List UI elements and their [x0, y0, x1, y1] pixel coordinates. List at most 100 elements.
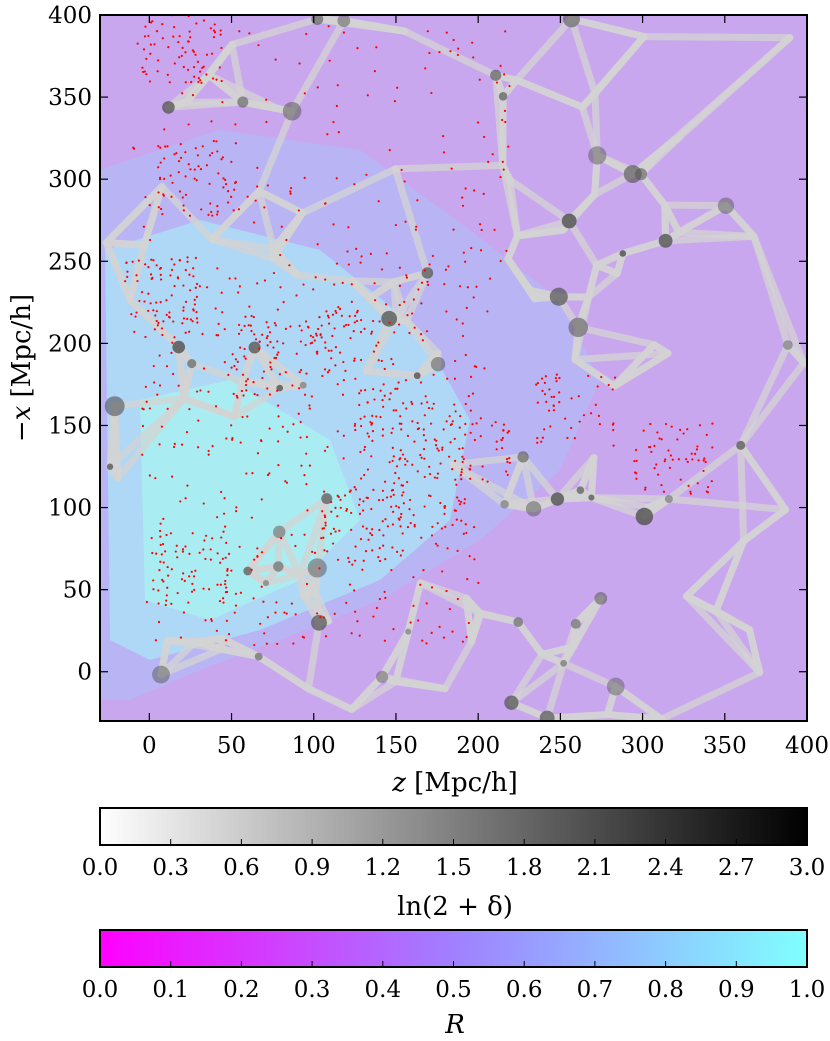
- galaxy-point: [428, 263, 430, 265]
- galaxy-point: [414, 524, 416, 526]
- galaxy-point: [135, 274, 137, 276]
- galaxy-point: [256, 282, 258, 284]
- galaxy-point: [680, 479, 682, 481]
- galaxy-point: [663, 491, 665, 493]
- colorbar-tick-label: 0.0: [82, 855, 119, 881]
- galaxy-point: [217, 211, 219, 213]
- galaxy-point: [393, 494, 395, 496]
- galaxy-point: [333, 283, 335, 285]
- galaxy-point: [201, 333, 203, 335]
- galaxy-point: [248, 324, 250, 326]
- galaxy-point: [186, 256, 188, 258]
- galaxy-point: [344, 494, 346, 496]
- galaxy-point: [182, 306, 184, 308]
- galaxy-point: [537, 401, 539, 403]
- galaxy-point: [412, 605, 414, 607]
- galaxy-point: [170, 603, 172, 605]
- galaxy-point: [184, 545, 186, 547]
- galaxy-point: [348, 263, 350, 265]
- galaxy-point: [298, 413, 300, 415]
- galaxy-point: [422, 569, 424, 571]
- x-tick-label: 50: [217, 733, 246, 759]
- galaxy-point: [459, 503, 461, 505]
- galaxy-point: [394, 472, 396, 474]
- galaxy-point: [256, 185, 258, 187]
- galaxy-point: [195, 257, 197, 259]
- galaxy-point: [377, 341, 379, 343]
- galaxy-point: [238, 208, 240, 210]
- density-node: [540, 711, 555, 726]
- galaxy-point: [250, 325, 252, 327]
- galaxy-point: [251, 569, 253, 571]
- x-tick-label: 300: [621, 733, 665, 759]
- galaxy-point: [676, 438, 678, 440]
- galaxy-point: [193, 76, 195, 78]
- galaxy-point: [201, 67, 203, 69]
- colorbar-tick-label: 0.8: [647, 977, 684, 1003]
- galaxy-point: [417, 619, 419, 621]
- galaxy-point: [196, 296, 198, 298]
- density-node: [607, 678, 625, 696]
- galaxy-point: [411, 464, 413, 466]
- galaxy-point: [224, 328, 226, 330]
- galaxy-point: [365, 174, 367, 176]
- galaxy-point: [430, 423, 432, 425]
- galaxy-point: [464, 261, 466, 263]
- galaxy-point: [439, 502, 441, 504]
- galaxy-point: [324, 450, 326, 452]
- galaxy-point: [360, 418, 362, 420]
- galaxy-point: [390, 432, 392, 434]
- galaxy-point: [245, 358, 247, 360]
- galaxy-point: [210, 548, 212, 550]
- galaxy-point: [544, 382, 546, 384]
- galaxy-point: [502, 429, 504, 431]
- galaxy-point: [364, 446, 366, 448]
- galaxy-point: [587, 375, 589, 377]
- galaxy-point: [465, 187, 467, 189]
- galaxy-point: [427, 284, 429, 286]
- galaxy-point: [423, 434, 425, 436]
- galaxy-point: [356, 47, 358, 49]
- galaxy-point: [279, 373, 281, 375]
- galaxy-point: [426, 401, 428, 403]
- galaxy-point: [157, 191, 159, 193]
- galaxy-point: [250, 315, 252, 317]
- galaxy-point: [460, 501, 462, 503]
- galaxy-point: [292, 423, 294, 425]
- galaxy-point: [188, 123, 190, 125]
- galaxy-point: [649, 423, 651, 425]
- galaxy-point: [365, 550, 367, 552]
- density-node: [783, 340, 793, 350]
- galaxy-point: [437, 545, 439, 547]
- galaxy-point: [225, 591, 227, 593]
- galaxy-point: [184, 51, 186, 53]
- galaxy-point: [431, 632, 433, 634]
- galaxy-point: [151, 20, 153, 22]
- galaxy-point: [372, 489, 374, 491]
- galaxy-point: [277, 464, 279, 466]
- galaxy-point: [158, 206, 160, 208]
- galaxy-point: [138, 259, 140, 261]
- galaxy-point: [152, 259, 154, 261]
- galaxy-point: [424, 505, 426, 507]
- colorbar-tick-label: 0.3: [294, 977, 331, 1003]
- galaxy-point: [455, 484, 457, 486]
- galaxy-point: [553, 404, 555, 406]
- galaxy-point: [260, 440, 262, 442]
- galaxy-point: [474, 439, 476, 441]
- galaxy-point: [172, 35, 174, 37]
- galaxy-point: [290, 193, 292, 195]
- galaxy-point: [162, 518, 164, 520]
- galaxy-point: [197, 446, 199, 448]
- galaxy-point: [404, 221, 406, 223]
- galaxy-point: [224, 179, 226, 181]
- galaxy-point: [545, 375, 547, 377]
- galaxy-point: [257, 452, 259, 454]
- galaxy-point: [372, 320, 374, 322]
- galaxy-point: [400, 516, 402, 518]
- galaxy-point: [308, 404, 310, 406]
- galaxy-point: [384, 481, 386, 483]
- galaxy-point: [396, 551, 398, 553]
- galaxy-point: [299, 436, 301, 438]
- galaxy-point: [292, 642, 294, 644]
